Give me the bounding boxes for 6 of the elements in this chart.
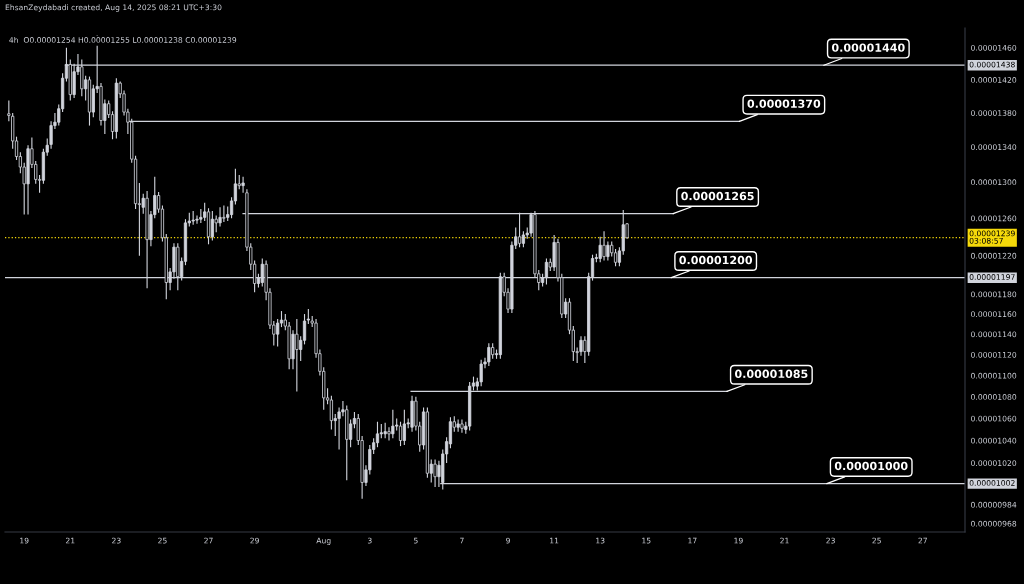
annotation: 0.00001200 [679, 255, 753, 265]
annotation: 0.00001370 [747, 99, 821, 108]
annotation: 0.00001440 [831, 43, 905, 52]
annotation: 0.00001000 [834, 461, 908, 471]
annotation: 0.00001085 [735, 369, 808, 379]
annotation: 0.00001265 [681, 191, 754, 201]
